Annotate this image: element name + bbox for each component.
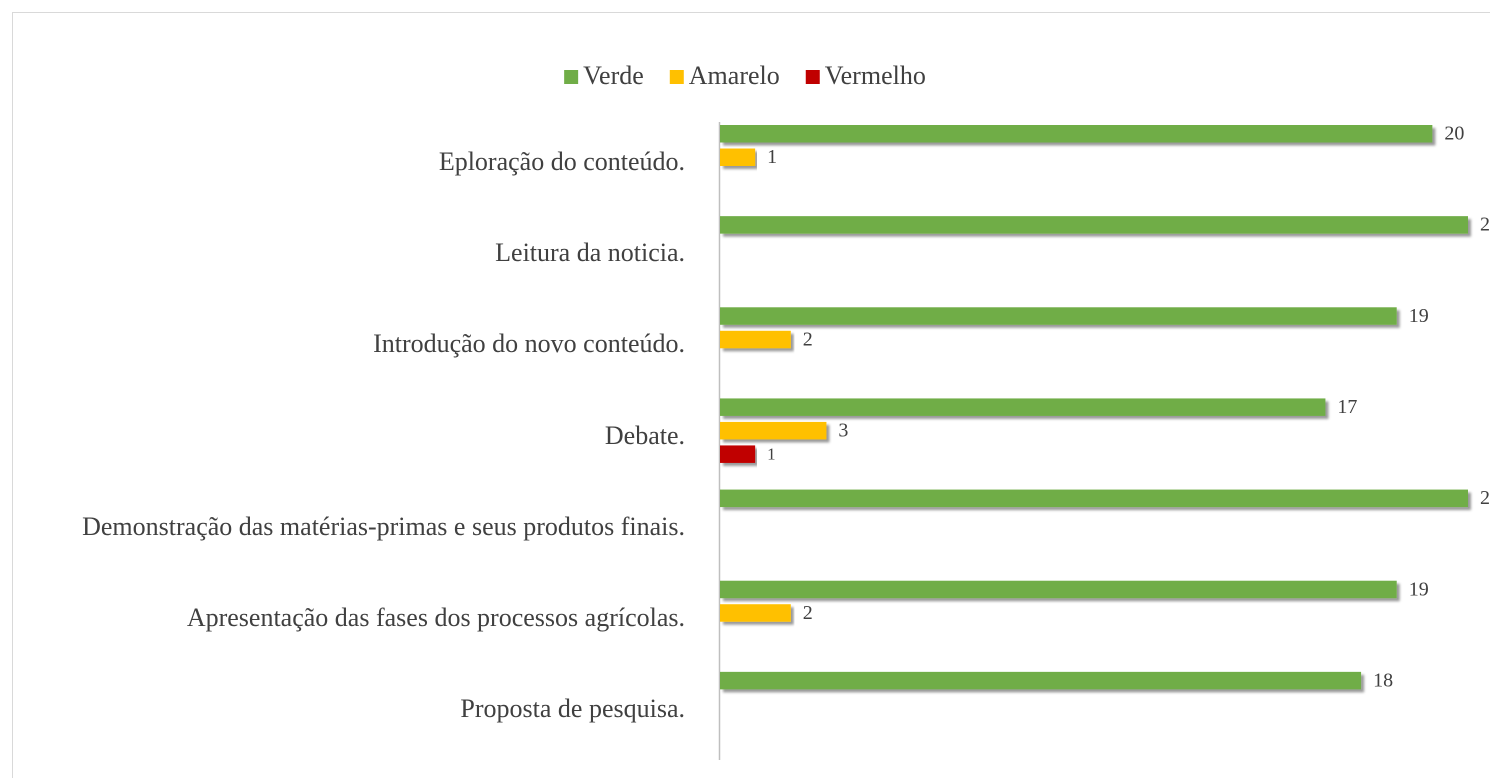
bar xyxy=(720,125,1433,143)
bar xyxy=(720,445,756,463)
category-label: Demonstração das matérias-primas e seus … xyxy=(82,511,685,541)
category-label: Leitura da noticia. xyxy=(495,238,685,268)
chart-frame xyxy=(12,12,1490,778)
data-label: 17 xyxy=(1337,396,1357,418)
bar xyxy=(720,489,1468,508)
category-label: Apresentação das fases dos processos agr… xyxy=(186,602,685,632)
data-label: 21 xyxy=(1480,487,1490,509)
legend-swatch xyxy=(564,70,579,84)
data-label: 21 xyxy=(1480,214,1490,236)
bar xyxy=(720,307,1397,325)
data-label: 19 xyxy=(1409,305,1429,327)
legend-label: Amarelo xyxy=(689,61,780,90)
bar xyxy=(720,580,1397,599)
data-label: 2 xyxy=(803,328,813,350)
data-label: 3 xyxy=(838,420,848,442)
legend-swatch xyxy=(669,70,684,84)
bar xyxy=(720,671,1362,690)
category-label: Introdução do novo conteúdo. xyxy=(373,329,685,359)
data-label: 18 xyxy=(1373,669,1393,691)
bar xyxy=(720,216,1468,234)
data-label: 1 xyxy=(767,444,776,463)
bar xyxy=(720,421,827,440)
legend-label: Verde xyxy=(583,61,644,90)
data-label: 1 xyxy=(767,146,777,168)
bar xyxy=(720,398,1326,416)
category-label: Proposta de pesquisa. xyxy=(460,693,685,723)
data-label: 20 xyxy=(1444,123,1464,145)
data-label: 2 xyxy=(803,602,813,624)
category-label: Debate. xyxy=(604,420,685,450)
data-label: 19 xyxy=(1409,578,1429,600)
bar xyxy=(720,604,791,622)
bar xyxy=(720,148,756,166)
bar xyxy=(720,330,791,349)
legend-label: Vermelho xyxy=(825,61,926,90)
legend-swatch xyxy=(805,70,820,84)
category-label: Eploração do conteúdo. xyxy=(438,147,685,177)
